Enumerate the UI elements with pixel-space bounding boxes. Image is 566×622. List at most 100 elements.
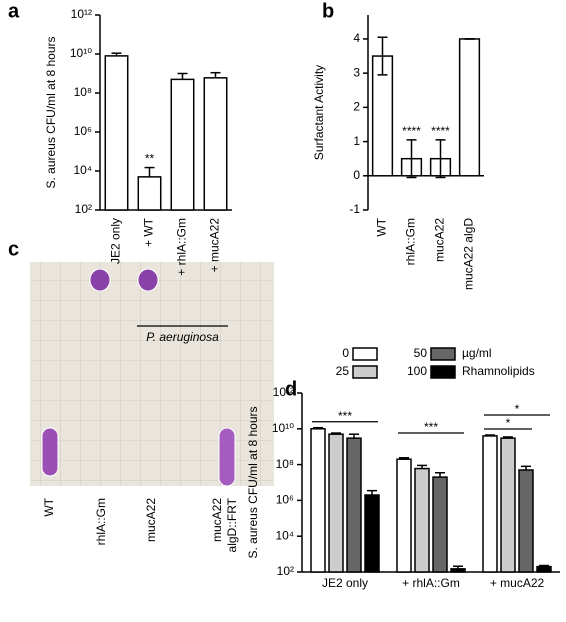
error-bar xyxy=(377,36,388,76)
legend-swatch xyxy=(430,365,456,379)
y-tick-label: 10¹⁰ xyxy=(272,421,294,435)
x-tick-label: + rhlA::Gm xyxy=(175,218,189,276)
y-tick-label: 10¹² xyxy=(71,7,92,21)
bar xyxy=(310,428,326,573)
lane-label: WT xyxy=(42,497,56,516)
y-tick-label: 3 xyxy=(353,65,360,79)
y-tick-label: 1 xyxy=(353,134,360,148)
legend-label: 0 xyxy=(342,346,349,360)
error-bar xyxy=(210,71,221,78)
group-label: P. aeruginosa xyxy=(146,330,219,344)
y-tick-label: 10⁴ xyxy=(275,528,294,542)
legend-text: Rhamnolipids xyxy=(462,364,535,378)
y-tick-label: 2 xyxy=(353,100,360,114)
error-bar xyxy=(453,565,463,569)
significance: **** xyxy=(431,124,450,138)
error-bar xyxy=(144,166,155,177)
y-tick-label: 10¹⁰ xyxy=(70,46,92,60)
y-axis-label: S. aureus CFU/ml at 8 hours xyxy=(44,36,58,188)
significance: **** xyxy=(402,124,421,138)
error-bar xyxy=(399,457,409,460)
bar xyxy=(170,78,195,211)
significance: * xyxy=(506,416,511,430)
error-bar xyxy=(349,433,359,439)
lane-label: mucA22 xyxy=(210,498,224,542)
y-tick-label: 10¹² xyxy=(273,385,294,399)
y-tick-label: 10⁸ xyxy=(276,457,294,471)
legend-text: µg/ml xyxy=(462,346,492,360)
y-axis-label: S. aureus CFU/ml at 8 hours xyxy=(246,406,260,558)
bar xyxy=(458,38,481,177)
bar xyxy=(203,77,228,211)
y-tick-label: 10⁴ xyxy=(73,163,92,177)
bar xyxy=(450,568,466,573)
spot xyxy=(137,268,159,292)
x-tick-label: + WT xyxy=(142,217,156,247)
y-axis-label: Surfactant Activity xyxy=(312,65,326,160)
error-bar xyxy=(417,464,427,469)
x-tick-label: + rhlA::Gm xyxy=(402,576,460,590)
panel-label: c xyxy=(8,238,19,260)
significance: ** xyxy=(145,152,155,166)
bar xyxy=(104,55,129,211)
bar xyxy=(536,565,552,573)
error-bar xyxy=(539,564,549,567)
y-tick-label: 10² xyxy=(277,564,294,578)
bar xyxy=(482,435,498,573)
legend-label: 100 xyxy=(407,364,427,378)
y-tick-label: 4 xyxy=(353,31,360,45)
x-tick-label: rhlA::Gm xyxy=(404,218,418,265)
bar xyxy=(500,437,516,573)
error-bar xyxy=(503,436,513,439)
bar xyxy=(414,467,430,573)
spot xyxy=(218,427,236,487)
y-tick-label: -1 xyxy=(349,202,360,216)
x-tick-label: + mucA22 xyxy=(490,576,545,590)
x-tick-label: mucA22 algD xyxy=(462,218,476,290)
error-bar xyxy=(435,139,446,179)
lane-label: rhlA::Gm xyxy=(94,498,108,545)
bar xyxy=(328,433,344,573)
bar xyxy=(346,437,362,573)
x-tick-label: mucA22 xyxy=(433,218,447,262)
error-bar xyxy=(367,489,377,496)
y-tick-label: 0 xyxy=(353,168,360,182)
y-tick-label: 10⁶ xyxy=(276,493,294,507)
lane-label: algD::FRT xyxy=(225,497,239,552)
significance: *** xyxy=(424,420,438,434)
panel-label: a xyxy=(8,0,20,22)
error-bar xyxy=(521,465,531,470)
plate-grid xyxy=(30,262,274,486)
x-tick-label: + mucA22 xyxy=(208,218,222,273)
bar xyxy=(396,458,412,573)
y-tick-label: 10⁶ xyxy=(74,124,92,138)
bar xyxy=(518,469,534,573)
lane-label: mucA22 xyxy=(144,498,158,542)
legend-swatch xyxy=(430,347,456,361)
error-bar xyxy=(111,52,122,56)
panel-label: d xyxy=(285,378,297,400)
error-bar xyxy=(406,139,417,179)
bar xyxy=(137,176,162,211)
error-bar xyxy=(435,472,445,478)
error-bar xyxy=(485,434,495,436)
spot xyxy=(89,268,111,292)
y-tick-label: 10² xyxy=(75,202,92,216)
error-bar xyxy=(331,432,341,435)
spot xyxy=(41,427,59,477)
tlc-plate xyxy=(30,262,274,487)
bar xyxy=(432,476,448,573)
x-tick-label: JE2 only xyxy=(109,218,123,264)
legend-swatch xyxy=(352,365,378,379)
x-tick-label: WT xyxy=(375,217,389,236)
significance: * xyxy=(515,402,520,416)
error-bar xyxy=(313,426,323,429)
bar xyxy=(364,494,380,573)
legend-label: 25 xyxy=(336,364,350,378)
legend-label: 50 xyxy=(414,346,428,360)
y-tick-label: 10⁸ xyxy=(74,85,92,99)
panel-label: b xyxy=(322,0,334,22)
error-bar xyxy=(177,72,188,80)
x-tick-label: JE2 only xyxy=(322,576,368,590)
